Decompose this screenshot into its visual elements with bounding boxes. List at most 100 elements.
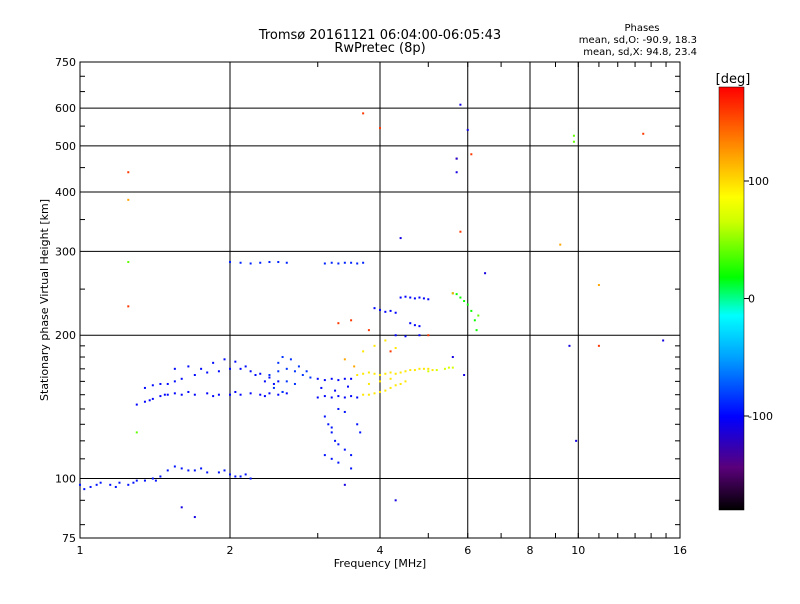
data-point xyxy=(127,261,130,264)
x-tick-label: 4 xyxy=(377,544,384,557)
data-point xyxy=(143,479,146,482)
data-point xyxy=(384,310,387,313)
stats-title: Phases xyxy=(624,23,659,34)
data-point xyxy=(229,393,231,396)
data-point xyxy=(373,392,376,395)
data-point xyxy=(350,454,353,457)
data-point xyxy=(259,372,262,375)
data-point xyxy=(159,475,162,478)
x-tick-label: 16 xyxy=(673,544,687,557)
data-point xyxy=(244,473,247,476)
data-point xyxy=(180,377,183,380)
data-point xyxy=(373,344,376,347)
data-point xyxy=(187,365,190,368)
data-point xyxy=(394,311,397,314)
data-point xyxy=(367,329,370,332)
data-point xyxy=(166,382,169,385)
colorbar-tick-label: 100 xyxy=(748,175,769,188)
data-point xyxy=(427,370,430,373)
data-point xyxy=(268,374,271,377)
data-point xyxy=(413,324,416,327)
data-point xyxy=(337,322,340,325)
data-points xyxy=(79,103,665,519)
data-point xyxy=(379,380,381,383)
data-point xyxy=(272,382,275,385)
data-point xyxy=(249,392,252,395)
data-point xyxy=(337,407,340,410)
data-point xyxy=(277,361,280,364)
data-point xyxy=(399,371,402,374)
data-point xyxy=(373,307,376,310)
chart-title: Tromsø 20161121 06:04:00-06:05:43 xyxy=(258,28,501,43)
data-point xyxy=(484,272,487,275)
data-point xyxy=(239,475,242,478)
data-point xyxy=(259,261,262,264)
data-point xyxy=(323,262,326,265)
data-point xyxy=(151,397,154,400)
data-point xyxy=(263,395,266,398)
x-axis-ticks: 1 2 4 6 8 10 16 xyxy=(77,62,687,557)
data-point xyxy=(435,369,438,372)
data-point xyxy=(173,380,176,383)
data-point xyxy=(293,370,296,373)
data-point xyxy=(575,439,578,442)
data-point xyxy=(418,296,421,299)
data-point xyxy=(404,335,407,338)
data-point xyxy=(285,261,288,264)
data-point xyxy=(95,483,98,486)
data-point xyxy=(79,483,81,486)
data-point xyxy=(459,230,462,233)
data-point xyxy=(193,393,196,396)
data-point xyxy=(135,431,138,434)
data-point xyxy=(362,261,365,264)
data-point xyxy=(473,319,476,322)
data-point xyxy=(334,439,337,442)
data-point xyxy=(118,481,121,484)
data-point xyxy=(470,309,473,312)
data-point xyxy=(285,380,288,383)
data-point xyxy=(394,347,397,350)
data-point xyxy=(422,367,425,370)
data-point xyxy=(394,334,397,337)
y-tick-label: 750 xyxy=(55,56,76,69)
data-point xyxy=(323,454,326,457)
data-point xyxy=(427,298,430,301)
data-point xyxy=(353,365,356,368)
data-point xyxy=(193,516,196,519)
data-point xyxy=(389,309,392,312)
data-point xyxy=(305,370,308,373)
data-point xyxy=(239,393,242,396)
x-tick-label: 2 xyxy=(227,544,234,557)
data-point xyxy=(143,386,146,389)
data-point xyxy=(151,477,154,480)
data-point xyxy=(362,393,365,396)
data-point xyxy=(234,390,237,393)
data-point xyxy=(404,295,407,298)
data-point xyxy=(362,372,365,375)
data-point xyxy=(451,366,454,369)
data-point xyxy=(239,261,242,264)
data-point xyxy=(239,367,242,370)
data-point xyxy=(384,389,387,392)
data-point xyxy=(359,431,362,434)
data-point xyxy=(379,390,381,393)
data-point xyxy=(277,393,280,396)
data-point xyxy=(455,171,458,174)
data-point xyxy=(350,395,353,398)
data-point xyxy=(350,261,353,264)
data-point xyxy=(180,393,183,396)
data-point xyxy=(166,393,169,396)
x-axis-label: Frequency [MHz] xyxy=(334,557,426,570)
data-point xyxy=(217,471,220,474)
data-point xyxy=(309,376,312,379)
data-point xyxy=(409,296,412,299)
plot-area: 1 2 4 6 8 10 16 75 100 200 300 400 500 600 750 xyxy=(55,56,687,557)
data-point xyxy=(337,461,340,464)
data-point xyxy=(281,390,284,393)
data-point xyxy=(316,396,319,399)
data-point xyxy=(389,386,392,389)
data-point xyxy=(343,358,346,361)
data-point xyxy=(350,319,353,322)
data-point xyxy=(159,395,162,398)
data-point xyxy=(356,423,359,426)
